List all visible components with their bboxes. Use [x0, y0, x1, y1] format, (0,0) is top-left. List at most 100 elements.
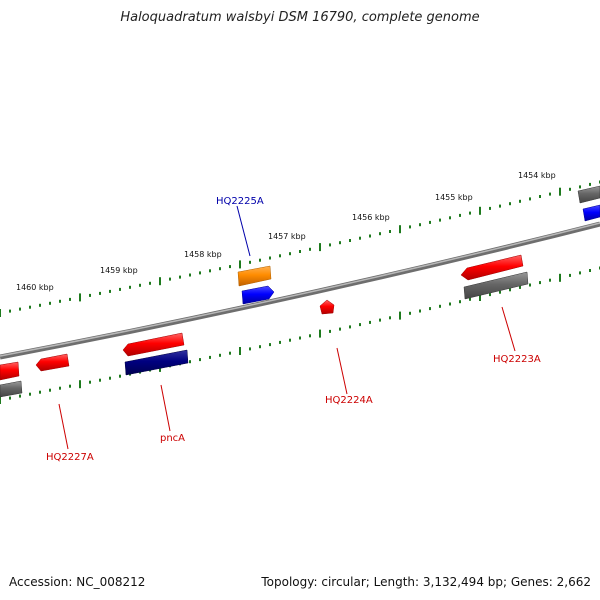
- gene-left-edge-gray-feature[interactable]: [0, 380, 23, 398]
- minor-tick: [439, 304, 441, 308]
- genome-backbone: [0, 221, 600, 360]
- major-tick: [79, 293, 81, 302]
- minor-tick: [279, 254, 281, 258]
- minor-tick: [539, 195, 541, 198]
- minor-tick: [259, 345, 261, 349]
- minor-tick: [579, 271, 581, 275]
- minor-tick: [459, 300, 461, 304]
- major-tick: [0, 396, 1, 404]
- tick-label-1454: 1454 kbp: [518, 171, 556, 180]
- minor-tick: [9, 396, 11, 400]
- minor-tick: [329, 329, 331, 333]
- major-tick: [0, 309, 1, 317]
- minor-tick: [529, 197, 531, 201]
- minor-tick: [99, 378, 101, 382]
- minor-tick: [59, 386, 61, 390]
- major-tick: [319, 243, 321, 252]
- minor-tick: [379, 232, 381, 236]
- gene-top-right-blue-feature[interactable]: [582, 204, 600, 222]
- accession-label: Accession: NC_008212: [9, 575, 146, 589]
- minor-tick: [589, 182, 591, 186]
- gene-label-hq2224a[interactable]: HQ2224A: [325, 395, 373, 406]
- minor-tick: [189, 273, 191, 277]
- leader-hq2225a: [236, 205, 251, 257]
- major-tick: [319, 329, 321, 338]
- minor-tick: [269, 343, 271, 347]
- gene-hq2227a-feature[interactable]: [35, 353, 70, 372]
- minor-tick: [469, 211, 471, 215]
- gene-pnca-red-feature[interactable]: [122, 332, 185, 357]
- minor-tick: [9, 309, 11, 313]
- minor-tick: [209, 269, 211, 273]
- minor-tick: [379, 318, 381, 322]
- minor-tick: [249, 260, 251, 264]
- minor-tick: [339, 327, 341, 331]
- gene-top-right-gray-feature[interactable]: [577, 185, 600, 204]
- leader-hq2227a: [58, 403, 69, 450]
- minor-tick: [369, 234, 371, 238]
- minor-tick: [49, 388, 51, 392]
- minor-tick: [389, 230, 391, 233]
- gene-label-pnca[interactable]: pncA: [160, 433, 185, 444]
- minor-tick: [69, 384, 71, 388]
- major-tick: [479, 293, 481, 301]
- minor-tick: [109, 289, 111, 293]
- minor-tick: [259, 258, 261, 262]
- gene-label-hq2227a[interactable]: HQ2227A: [46, 452, 94, 463]
- tick-label-1458: 1458 kbp: [184, 250, 222, 259]
- leader-hq2224a: [336, 347, 348, 395]
- tick-label-1460: 1460 kbp: [16, 283, 54, 292]
- minor-tick: [309, 334, 311, 338]
- gene-hq2225a-feature[interactable]: [237, 265, 272, 287]
- minor-tick: [389, 316, 391, 320]
- major-tick: [159, 277, 161, 286]
- minor-tick: [29, 305, 31, 309]
- minor-tick: [579, 185, 581, 189]
- gene-hq2223a-gray-feature[interactable]: [463, 271, 529, 300]
- minor-tick: [359, 323, 361, 327]
- minor-tick: [89, 293, 91, 297]
- minor-tick: [409, 225, 411, 229]
- minor-tick: [589, 269, 591, 272]
- minor-tick: [279, 340, 281, 344]
- gene-hq2223a-red-feature[interactable]: [460, 254, 524, 281]
- minor-tick: [429, 307, 431, 311]
- minor-tick: [409, 311, 411, 315]
- minor-tick: [19, 394, 21, 398]
- minor-tick: [59, 299, 61, 303]
- minor-tick: [99, 291, 101, 295]
- minor-tick: [419, 309, 421, 313]
- minor-tick: [289, 338, 291, 342]
- minor-tick: [459, 213, 461, 217]
- minor-tick: [359, 236, 361, 240]
- minor-tick: [29, 392, 31, 396]
- minor-tick: [209, 355, 211, 359]
- major-tick: [399, 225, 401, 234]
- minor-tick: [489, 293, 491, 297]
- minor-tick: [89, 380, 91, 384]
- tick-label-1457: 1457 kbp: [268, 232, 306, 241]
- minor-tick: [69, 297, 71, 301]
- gene-blue-feature[interactable]: [241, 285, 275, 305]
- gene-left-edge-red-feature[interactable]: [0, 361, 20, 381]
- leader-hq2223a: [501, 306, 516, 352]
- minor-tick: [449, 216, 451, 220]
- minor-tick: [369, 320, 371, 324]
- minor-tick: [109, 376, 111, 380]
- minor-tick: [429, 220, 431, 224]
- minor-tick: [569, 187, 571, 191]
- minor-tick: [249, 347, 251, 351]
- gene-pnca-navy-feature[interactable]: [124, 349, 189, 376]
- minor-tick: [169, 277, 171, 281]
- minor-tick: [339, 241, 341, 245]
- minor-tick: [329, 243, 331, 247]
- gene-label-hq2225a[interactable]: HQ2225A: [216, 196, 264, 207]
- gene-label-hq2223a[interactable]: HQ2223A: [493, 354, 541, 365]
- minor-tick: [199, 271, 201, 275]
- minor-tick: [219, 267, 221, 271]
- minor-tick: [179, 275, 181, 279]
- minor-tick: [219, 353, 221, 357]
- major-tick: [559, 187, 561, 196]
- minor-tick: [119, 374, 121, 378]
- gene-hq2224a-feature[interactable]: [319, 299, 335, 315]
